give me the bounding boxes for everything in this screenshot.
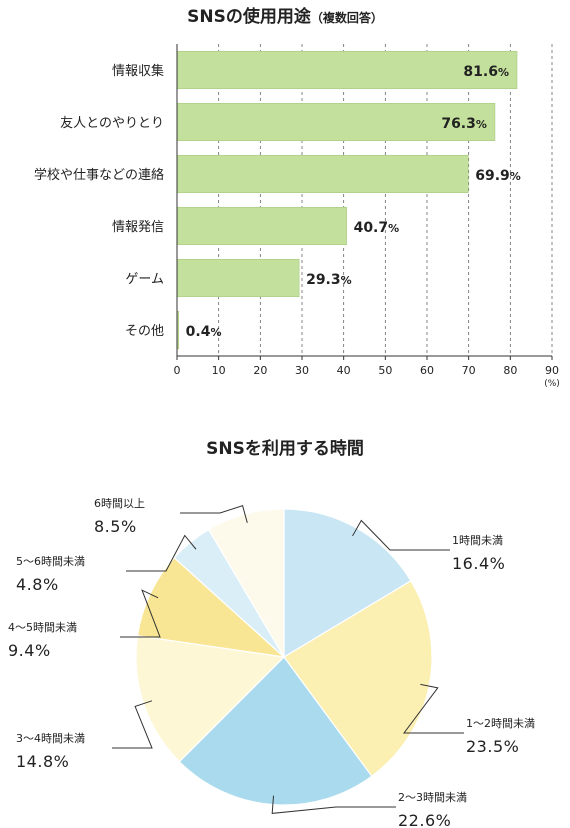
bar-value-label: 40.7% — [354, 220, 400, 236]
bar-value-label: 69.9% — [475, 168, 521, 184]
bar — [176, 50, 518, 90]
bar-chart-x-axis: 0 10 20 30 40 50 60 70 80 90 — [174, 44, 559, 377]
bar-value-label: 0.4% — [186, 324, 222, 340]
x-tick-label: 50 — [378, 364, 392, 377]
pie-slice-value: 9.4% — [8, 641, 51, 660]
pie-slice-label: 4〜5時間未満 — [8, 621, 77, 634]
pie-slice-label: 1〜2時間未満 — [466, 717, 535, 730]
pie-leader-line — [126, 534, 197, 572]
x-tick-label: 60 — [420, 364, 434, 377]
pie-leader-line — [112, 700, 153, 749]
bar-chart-title-main: SNSの使用用途 — [187, 6, 312, 27]
pie-slice-value: 23.5% — [466, 737, 519, 756]
x-tick-label: 90 — [545, 364, 559, 377]
x-tick-label: 40 — [337, 364, 351, 377]
pie-leader-line — [271, 795, 396, 814]
x-tick-label: 0 — [174, 364, 181, 377]
pie-slice-label: 1時間未満 — [452, 534, 503, 547]
pie-slice-value: 4.8% — [16, 575, 59, 594]
pie-slice-label: 3〜4時間未満 — [16, 732, 85, 745]
pie-chart-slices — [135, 508, 433, 806]
bar-chart-grid — [218, 44, 553, 356]
pie-leader-line — [120, 589, 161, 638]
category-label: 学校や仕事などの連絡 — [34, 167, 164, 183]
category-label: 友人とのやりとり — [60, 115, 164, 131]
pie-slice-label: 5〜6時間未満 — [16, 555, 85, 568]
category-label: ゲーム — [125, 272, 164, 287]
pie-chart-title: SNSを利用する時間 — [206, 438, 364, 459]
x-tick-label: 30 — [295, 364, 309, 377]
pie-leader-line — [352, 519, 450, 551]
pie-leader-line — [403, 683, 464, 734]
bar-value-label: 29.3% — [306, 272, 352, 288]
pie-chart-leader-lines — [112, 505, 464, 814]
pie-slice-value: 14.8% — [16, 752, 69, 771]
bar-value-label: 81.6% — [463, 64, 509, 80]
pie-slice-value: 22.6% — [398, 811, 451, 828]
bar — [176, 206, 347, 246]
pie-slice-label: 2〜3時間未満 — [398, 791, 467, 804]
pie-leader-line — [180, 505, 248, 523]
category-label: 情報発信 — [112, 220, 164, 235]
x-tick-label: 20 — [253, 364, 267, 377]
category-label: その他 — [125, 324, 164, 339]
bar-chart-x-unit: (%) — [544, 379, 560, 389]
pie-slice-label: 6時間以上 — [94, 497, 145, 510]
pie-slice-value: 8.5% — [94, 517, 137, 536]
bar — [176, 154, 469, 194]
pie-chart-labels: 1時間未満 16.4% 1〜2時間未満 23.5% 2〜3時間未満 22.6% 3〜4時間未… — [8, 497, 535, 828]
bar — [176, 258, 300, 298]
bar-chart-subtitle: （複数回答） — [311, 10, 383, 25]
x-tick-label: 70 — [462, 364, 476, 377]
bar-chart-bars: 情報収集 81.6% 友人とのやりとり 76.3% 学校や仕事などの連絡 69.9% 情報発… — [34, 50, 521, 350]
bar-chart-title: SNSの使用用途（複数回答） — [187, 6, 383, 27]
category-label: 情報収集 — [112, 63, 164, 79]
x-tick-label: 10 — [212, 364, 226, 377]
bar-value-label: 76.3% — [441, 116, 487, 132]
pie-slice-value: 16.4% — [452, 554, 505, 573]
x-tick-label: 80 — [503, 364, 517, 377]
